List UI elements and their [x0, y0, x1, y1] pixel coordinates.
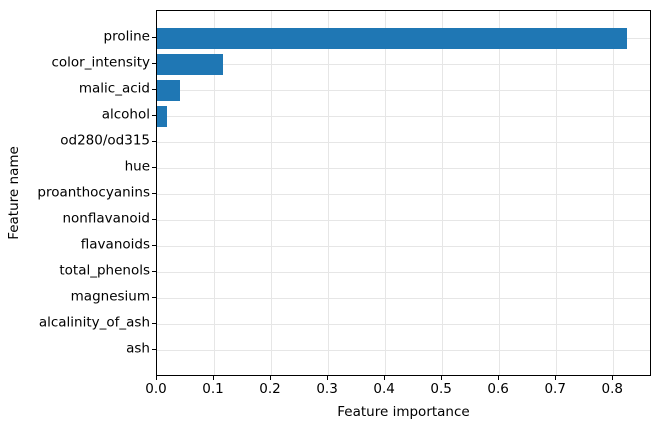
x-tick-label: 0.4	[373, 381, 395, 397]
y-tick-mark	[152, 245, 156, 246]
bar-color-intensity	[157, 53, 224, 75]
gridline-horizontal	[157, 272, 650, 273]
y-tick-label: total_phenols	[59, 262, 150, 279]
y-tick-mark	[152, 141, 156, 142]
gridline-vertical	[271, 11, 273, 375]
x-tick-mark	[441, 376, 443, 380]
x-tick-mark	[213, 376, 215, 380]
y-tick-mark	[152, 89, 156, 90]
gridline-vertical	[556, 11, 558, 375]
y-tick-mark	[152, 115, 156, 116]
gridline-horizontal	[157, 324, 650, 325]
gridline-vertical	[214, 11, 216, 375]
y-tick-label: hue	[124, 158, 150, 175]
gridline-horizontal	[157, 350, 650, 351]
bar-alcohol	[157, 105, 168, 127]
y-tick-label: proline	[103, 28, 150, 45]
gridline-horizontal	[157, 116, 650, 117]
x-tick-mark	[555, 376, 557, 380]
gridline-vertical	[613, 11, 615, 375]
gridline-vertical	[328, 11, 330, 375]
x-axis-title: Feature importance	[337, 404, 470, 420]
bar-malic-acid	[157, 79, 181, 101]
y-tick-mark	[152, 63, 156, 64]
x-tick-label: 0.0	[145, 381, 167, 397]
x-tick-label: 0.8	[601, 381, 623, 397]
y-tick-label: flavanoids	[80, 236, 150, 253]
gridline-horizontal	[157, 142, 650, 143]
x-tick-mark	[384, 376, 386, 380]
y-tick-label: ash	[126, 340, 150, 357]
y-tick-mark	[152, 193, 156, 194]
bar-proline	[157, 27, 628, 49]
x-tick-mark	[612, 376, 614, 380]
x-tick-mark	[498, 376, 500, 380]
gridline-vertical	[385, 11, 387, 375]
y-tick-label: nonflavanoid	[62, 210, 150, 227]
y-tick-mark	[152, 37, 156, 38]
gridline-horizontal	[157, 298, 650, 299]
gridline-horizontal	[157, 194, 650, 195]
y-tick-label: od280/od315	[60, 132, 150, 149]
gridline-horizontal	[157, 246, 650, 247]
y-tick-label: magnesium	[70, 288, 150, 305]
x-tick-label: 0.2	[259, 381, 281, 397]
y-tick-mark	[152, 219, 156, 220]
y-tick-mark	[152, 297, 156, 298]
y-tick-label: color_intensity	[51, 54, 150, 71]
x-tick-mark	[270, 376, 272, 380]
gridline-vertical	[442, 11, 444, 375]
plot-area	[156, 10, 651, 376]
x-tick-label: 0.7	[544, 381, 566, 397]
y-tick-label: alcalinity_of_ash	[38, 314, 150, 331]
x-tick-label: 0.5	[430, 381, 452, 397]
gridline-vertical	[499, 11, 501, 375]
y-tick-mark	[152, 271, 156, 272]
gridline-horizontal	[157, 64, 650, 65]
y-tick-mark	[152, 167, 156, 168]
x-tick-label: 0.1	[202, 381, 224, 397]
y-tick-label: alcohol	[101, 106, 150, 123]
y-tick-label: proanthocyanins	[37, 184, 150, 201]
x-tick-mark	[327, 376, 329, 380]
x-tick-label: 0.6	[487, 381, 509, 397]
gridline-horizontal	[157, 168, 650, 169]
x-tick-mark	[156, 376, 157, 380]
x-tick-label: 0.3	[316, 381, 338, 397]
y-tick-label: malic_acid	[78, 80, 150, 97]
y-axis-title: Feature name	[5, 146, 22, 240]
gridline-horizontal	[157, 220, 650, 221]
gridline-horizontal	[157, 90, 650, 91]
y-tick-mark	[152, 349, 156, 350]
y-tick-mark	[152, 323, 156, 324]
